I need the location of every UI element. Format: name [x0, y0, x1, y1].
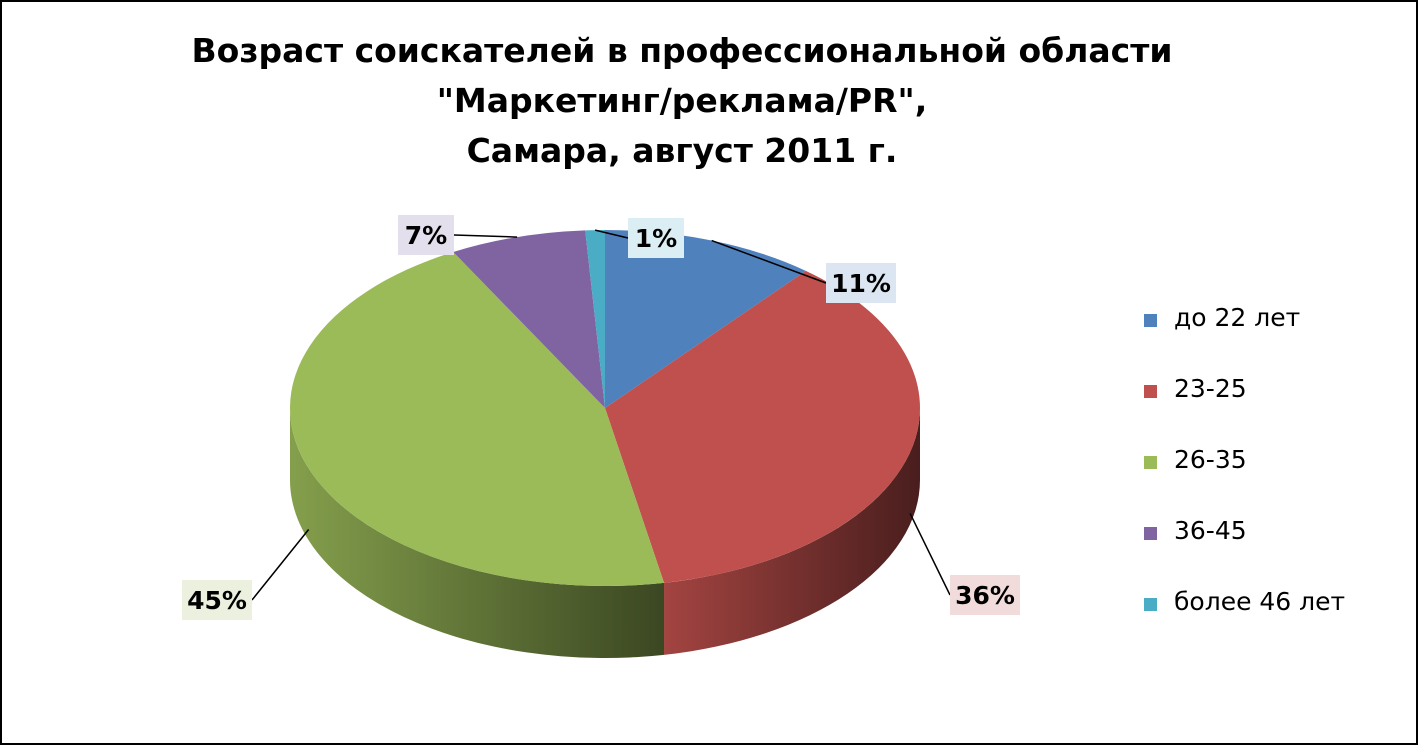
- data-label: 45%: [187, 586, 247, 615]
- legend-item: 36-45: [1144, 513, 1404, 549]
- data-label: 11%: [831, 269, 891, 298]
- data-label-box: [826, 263, 896, 303]
- legend-swatch: [1144, 456, 1157, 469]
- pie-slice-side-2: [290, 408, 665, 658]
- chart-title-line-1: Возраст соискателей в профессиональной о…: [191, 31, 1173, 70]
- data-label-box: [628, 218, 684, 258]
- pie-slice-3: [453, 230, 605, 408]
- data-label-box: [182, 580, 252, 620]
- legend-item: более 46 лет: [1144, 584, 1404, 620]
- data-label-box: [398, 215, 454, 255]
- legend-label: 23-25: [1174, 374, 1247, 403]
- chart-title-line-2: "Маркетинг/реклама/PR",: [436, 81, 928, 120]
- pie-sides: [290, 408, 920, 658]
- leader-line: [711, 239, 827, 284]
- chart-title: Возраст соискателей в профессиональной о…: [172, 26, 1192, 176]
- legend-label: 26-35: [1174, 445, 1247, 474]
- legend-label: 36-45: [1174, 516, 1247, 545]
- data-label: 7%: [405, 221, 447, 250]
- data-label: 36%: [955, 581, 1015, 610]
- chart-title-line-3: Самара, август 2011 г.: [466, 131, 898, 170]
- leader-line: [251, 529, 310, 601]
- legend-label: до 22 лет: [1174, 303, 1301, 332]
- pie-slice-side-1: [664, 408, 920, 655]
- pie-slice-2: [290, 252, 665, 587]
- legend-swatch: [1144, 314, 1157, 327]
- pie-slice-0: [605, 230, 806, 408]
- pie-slice-4: [585, 230, 605, 408]
- legend-swatch: [1144, 527, 1157, 540]
- legend-item: до 22 лет: [1144, 300, 1404, 336]
- legend-item: 23-25: [1144, 371, 1404, 407]
- legend-label: более 46 лет: [1174, 587, 1346, 616]
- legend-swatch: [1144, 385, 1157, 398]
- leader-lines: [251, 229, 951, 601]
- leader-line: [594, 229, 629, 239]
- legend-item: 26-35: [1144, 442, 1404, 478]
- pie-slice-1: [605, 270, 920, 583]
- leader-line: [453, 234, 518, 238]
- legend-swatch: [1144, 598, 1157, 611]
- data-label: 1%: [635, 224, 677, 253]
- data-label-box: [950, 575, 1020, 615]
- data-labels: 11% 36% 45% 7% 1%: [182, 215, 1020, 620]
- pie-top: [290, 230, 920, 587]
- leader-line: [909, 513, 951, 596]
- legend: до 22 лет 23-25 26-35 36-45 более 46 лет: [1144, 300, 1404, 655]
